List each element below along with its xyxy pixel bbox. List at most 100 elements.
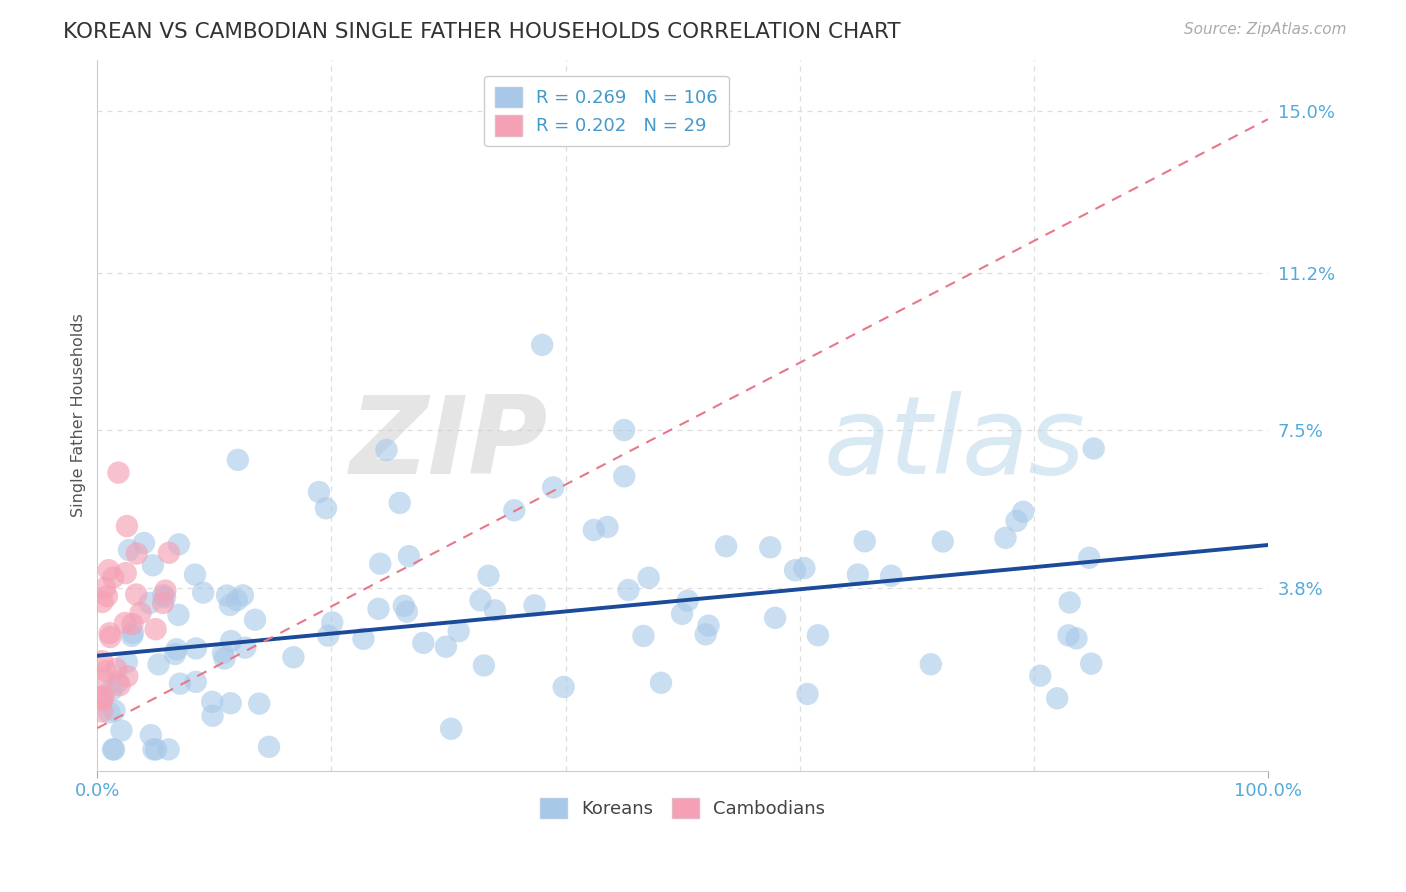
Point	[440, 722, 463, 736]
Point	[1029, 669, 1052, 683]
Point	[91, 693, 114, 707]
Point	[125, 547, 148, 561]
Point	[392, 599, 415, 613]
Point	[122, 625, 145, 640]
Point	[100, 683, 122, 698]
Point	[472, 658, 495, 673]
Point	[91, 595, 114, 609]
Point	[91, 705, 114, 719]
Point	[1005, 514, 1028, 528]
Point	[219, 696, 242, 710]
Point	[98, 630, 121, 644]
Point	[157, 742, 180, 756]
Point	[121, 629, 143, 643]
Point	[846, 567, 869, 582]
Point	[138, 596, 160, 610]
Point	[219, 634, 242, 648]
Point	[793, 561, 815, 575]
Point	[257, 739, 280, 754]
Point	[94, 664, 117, 678]
Point	[398, 549, 420, 564]
Point	[212, 646, 235, 660]
Point	[108, 678, 131, 692]
Point	[94, 581, 117, 595]
Point	[215, 589, 238, 603]
Point	[1046, 691, 1069, 706]
Point	[484, 603, 506, 617]
Point	[93, 689, 115, 703]
Point	[613, 469, 636, 483]
Point	[920, 657, 942, 672]
Point	[91, 673, 114, 687]
Point	[477, 568, 499, 582]
Point	[637, 571, 659, 585]
Point	[352, 632, 374, 646]
Point	[201, 708, 224, 723]
Point	[434, 640, 457, 654]
Point	[167, 607, 190, 622]
Point	[91, 690, 114, 705]
Point	[96, 589, 118, 603]
Point	[142, 558, 165, 573]
Point	[166, 642, 188, 657]
Point	[152, 596, 174, 610]
Point	[115, 519, 138, 533]
Point	[308, 485, 330, 500]
Point	[105, 662, 128, 676]
Point	[243, 613, 266, 627]
Point	[1078, 550, 1101, 565]
Point	[1012, 505, 1035, 519]
Point	[247, 697, 270, 711]
Point	[107, 466, 129, 480]
Point	[503, 503, 526, 517]
Point	[367, 602, 389, 616]
Point	[763, 611, 786, 625]
Point	[368, 557, 391, 571]
Point	[101, 742, 124, 756]
Point	[103, 742, 125, 756]
Point	[1066, 632, 1088, 646]
Point	[163, 647, 186, 661]
Legend: Koreans, Cambodians: Koreans, Cambodians	[533, 790, 832, 826]
Point	[107, 675, 129, 690]
Point	[1080, 657, 1102, 671]
Point	[447, 624, 470, 639]
Point	[118, 543, 141, 558]
Point	[316, 629, 339, 643]
Point	[191, 585, 214, 599]
Point	[121, 617, 143, 632]
Y-axis label: Single Father Households: Single Father Households	[72, 313, 86, 517]
Point	[1059, 595, 1081, 609]
Point	[676, 593, 699, 607]
Point	[167, 537, 190, 551]
Point	[139, 728, 162, 742]
Point	[470, 593, 492, 607]
Point	[142, 742, 165, 756]
Point	[103, 704, 125, 718]
Text: Source: ZipAtlas.com: Source: ZipAtlas.com	[1184, 22, 1347, 37]
Point	[169, 676, 191, 690]
Point	[553, 680, 575, 694]
Point	[233, 640, 256, 655]
Point	[1057, 628, 1080, 642]
Point	[759, 541, 782, 555]
Point	[153, 591, 176, 605]
Point	[994, 531, 1017, 545]
Point	[115, 655, 138, 669]
Point	[184, 567, 207, 582]
Point	[1083, 442, 1105, 456]
Point	[214, 651, 236, 665]
Point	[650, 675, 672, 690]
Point	[796, 687, 818, 701]
Point	[412, 636, 434, 650]
Point	[219, 598, 242, 612]
Point	[697, 618, 720, 632]
Point	[226, 593, 249, 607]
Point	[110, 723, 132, 738]
Point	[152, 588, 174, 602]
Point	[145, 742, 167, 756]
Point	[201, 695, 224, 709]
Point	[184, 641, 207, 656]
Text: KOREAN VS CAMBODIAN SINGLE FATHER HOUSEHOLDS CORRELATION CHART: KOREAN VS CAMBODIAN SINGLE FATHER HOUSEH…	[63, 22, 901, 42]
Point	[671, 607, 693, 621]
